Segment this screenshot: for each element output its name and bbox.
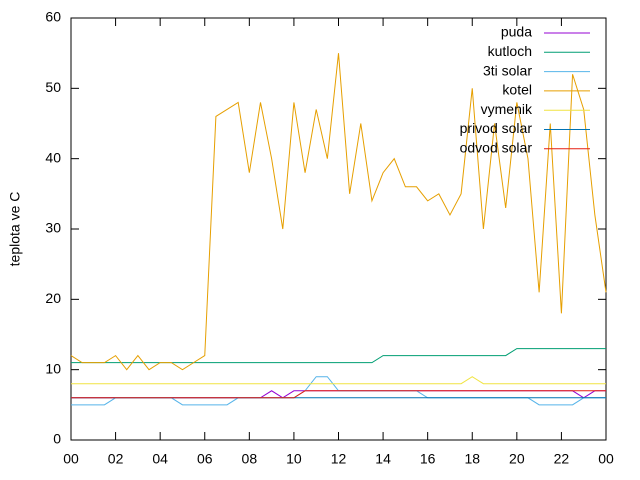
legend-label: kotel xyxy=(502,82,532,98)
legend-label: 3ti solar xyxy=(483,62,532,78)
y-axis-label: teplota ve C xyxy=(7,192,23,267)
series-line xyxy=(71,376,606,385)
x-tick-label: 00 xyxy=(598,451,614,467)
y-tick-label: 60 xyxy=(45,9,61,25)
x-tick-label: 10 xyxy=(286,451,302,467)
x-tick-label: 08 xyxy=(242,451,258,467)
y-tick-label: 40 xyxy=(45,149,61,165)
x-tick-label: 12 xyxy=(331,451,347,467)
y-tick-label: 50 xyxy=(45,79,61,95)
x-tick-label: 06 xyxy=(197,451,213,467)
x-tick-label: 00 xyxy=(63,451,79,467)
series-line xyxy=(71,348,606,364)
x-tick-label: 02 xyxy=(108,451,124,467)
legend-label: odvod solar xyxy=(460,140,533,156)
x-tick-label: 18 xyxy=(464,451,480,467)
series-line xyxy=(71,390,606,399)
x-tick-label: 16 xyxy=(420,451,436,467)
series-line xyxy=(70,53,607,371)
legend-label: vymenik xyxy=(481,101,533,117)
legend-label: puda xyxy=(501,24,532,40)
x-tick-label: 20 xyxy=(509,451,525,467)
x-tick-label: 04 xyxy=(152,451,168,467)
y-tick-label: 0 xyxy=(53,431,61,447)
x-tick-label: 14 xyxy=(375,451,391,467)
legend-label: privod solar xyxy=(460,120,533,136)
x-tick-label: 22 xyxy=(554,451,570,467)
legend-label: kutloch xyxy=(488,43,532,59)
series-line xyxy=(71,390,606,399)
y-tick-label: 20 xyxy=(45,290,61,306)
y-tick-label: 10 xyxy=(45,360,61,376)
y-tick-label: 30 xyxy=(45,220,61,236)
